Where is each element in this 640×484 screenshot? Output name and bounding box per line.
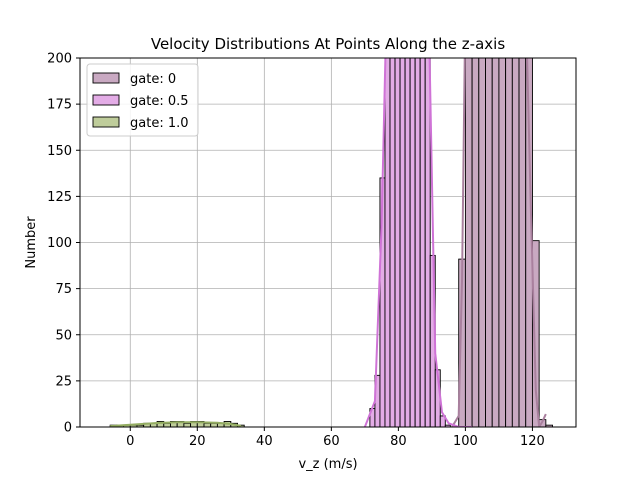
histogram-bar: [511, 58, 520, 427]
chart-title: Velocity Distributions At Points Along t…: [151, 35, 505, 53]
plot-clipped-group: [109, 58, 553, 427]
histogram-bar: [419, 58, 426, 427]
x-tick-label: 120: [520, 434, 545, 449]
x-axis-title: v_z (m/s): [298, 457, 357, 472]
legend-label: gate: 0: [130, 72, 176, 87]
histogram-bar: [384, 58, 391, 427]
x-tick-label: 40: [256, 434, 273, 449]
plot-layer: [109, 58, 553, 427]
y-tick-label: 25: [55, 374, 72, 389]
legend: gate: 0 gate: 0.5 gate: 1.0: [86, 63, 199, 137]
histogram-bar: [163, 422, 171, 427]
series-group-1: [369, 58, 451, 427]
y-tick-label: 175: [47, 98, 72, 113]
y-axis-title: Number: [24, 216, 39, 269]
histogram-bar: [478, 58, 486, 427]
histogram-bar: [183, 422, 192, 427]
histogram-bar: [491, 58, 500, 427]
legend-swatch: [92, 72, 120, 84]
kde-line-0: [451, 58, 547, 427]
histogram-bar: [409, 58, 416, 427]
histogram-bar: [203, 422, 212, 427]
histogram-bar: [531, 240, 540, 427]
histogram-bar: [414, 58, 421, 427]
axes-layer: 0 20 40 60 80 100 120 0 25 50 75 100 125 150 175 200: [47, 52, 577, 449]
histogram-bar: [464, 58, 473, 427]
histogram-bar: [485, 58, 493, 427]
histogram-bar: [518, 58, 527, 427]
series-group-0: [458, 58, 553, 427]
x-tick-label: 20: [189, 434, 206, 449]
legend-label: gate: 0.5: [130, 94, 189, 109]
histogram-bar: [399, 58, 406, 427]
histogram-bar: [424, 58, 431, 427]
histogram-bar: [210, 422, 218, 427]
legend-swatch: [92, 94, 120, 106]
y-tick-label: 150: [47, 144, 72, 159]
kde-line-2: [110, 421, 242, 427]
y-tick-label: 75: [55, 282, 72, 297]
histogram-bar: [404, 58, 411, 427]
kde-line-1: [363, 58, 473, 427]
histogram-bar: [471, 58, 480, 427]
legend-swatch: [92, 116, 120, 128]
x-tick-label: 80: [390, 434, 407, 449]
y-tick-label: 200: [47, 52, 72, 67]
y-tick-label: 125: [47, 190, 72, 205]
y-tick-label: 0: [64, 421, 72, 436]
histogram-bar: [389, 58, 396, 427]
histogram-bar: [498, 58, 507, 427]
y-tick-label: 50: [55, 328, 72, 343]
x-tick-label: 60: [323, 434, 340, 449]
y-tick-label: 100: [47, 236, 72, 251]
x-tick-label: 100: [453, 434, 478, 449]
histogram-bar: [394, 58, 401, 427]
x-tick-label: 0: [126, 434, 134, 449]
legend-label: gate: 1.0: [130, 116, 189, 131]
histogram-bar: [505, 58, 513, 427]
